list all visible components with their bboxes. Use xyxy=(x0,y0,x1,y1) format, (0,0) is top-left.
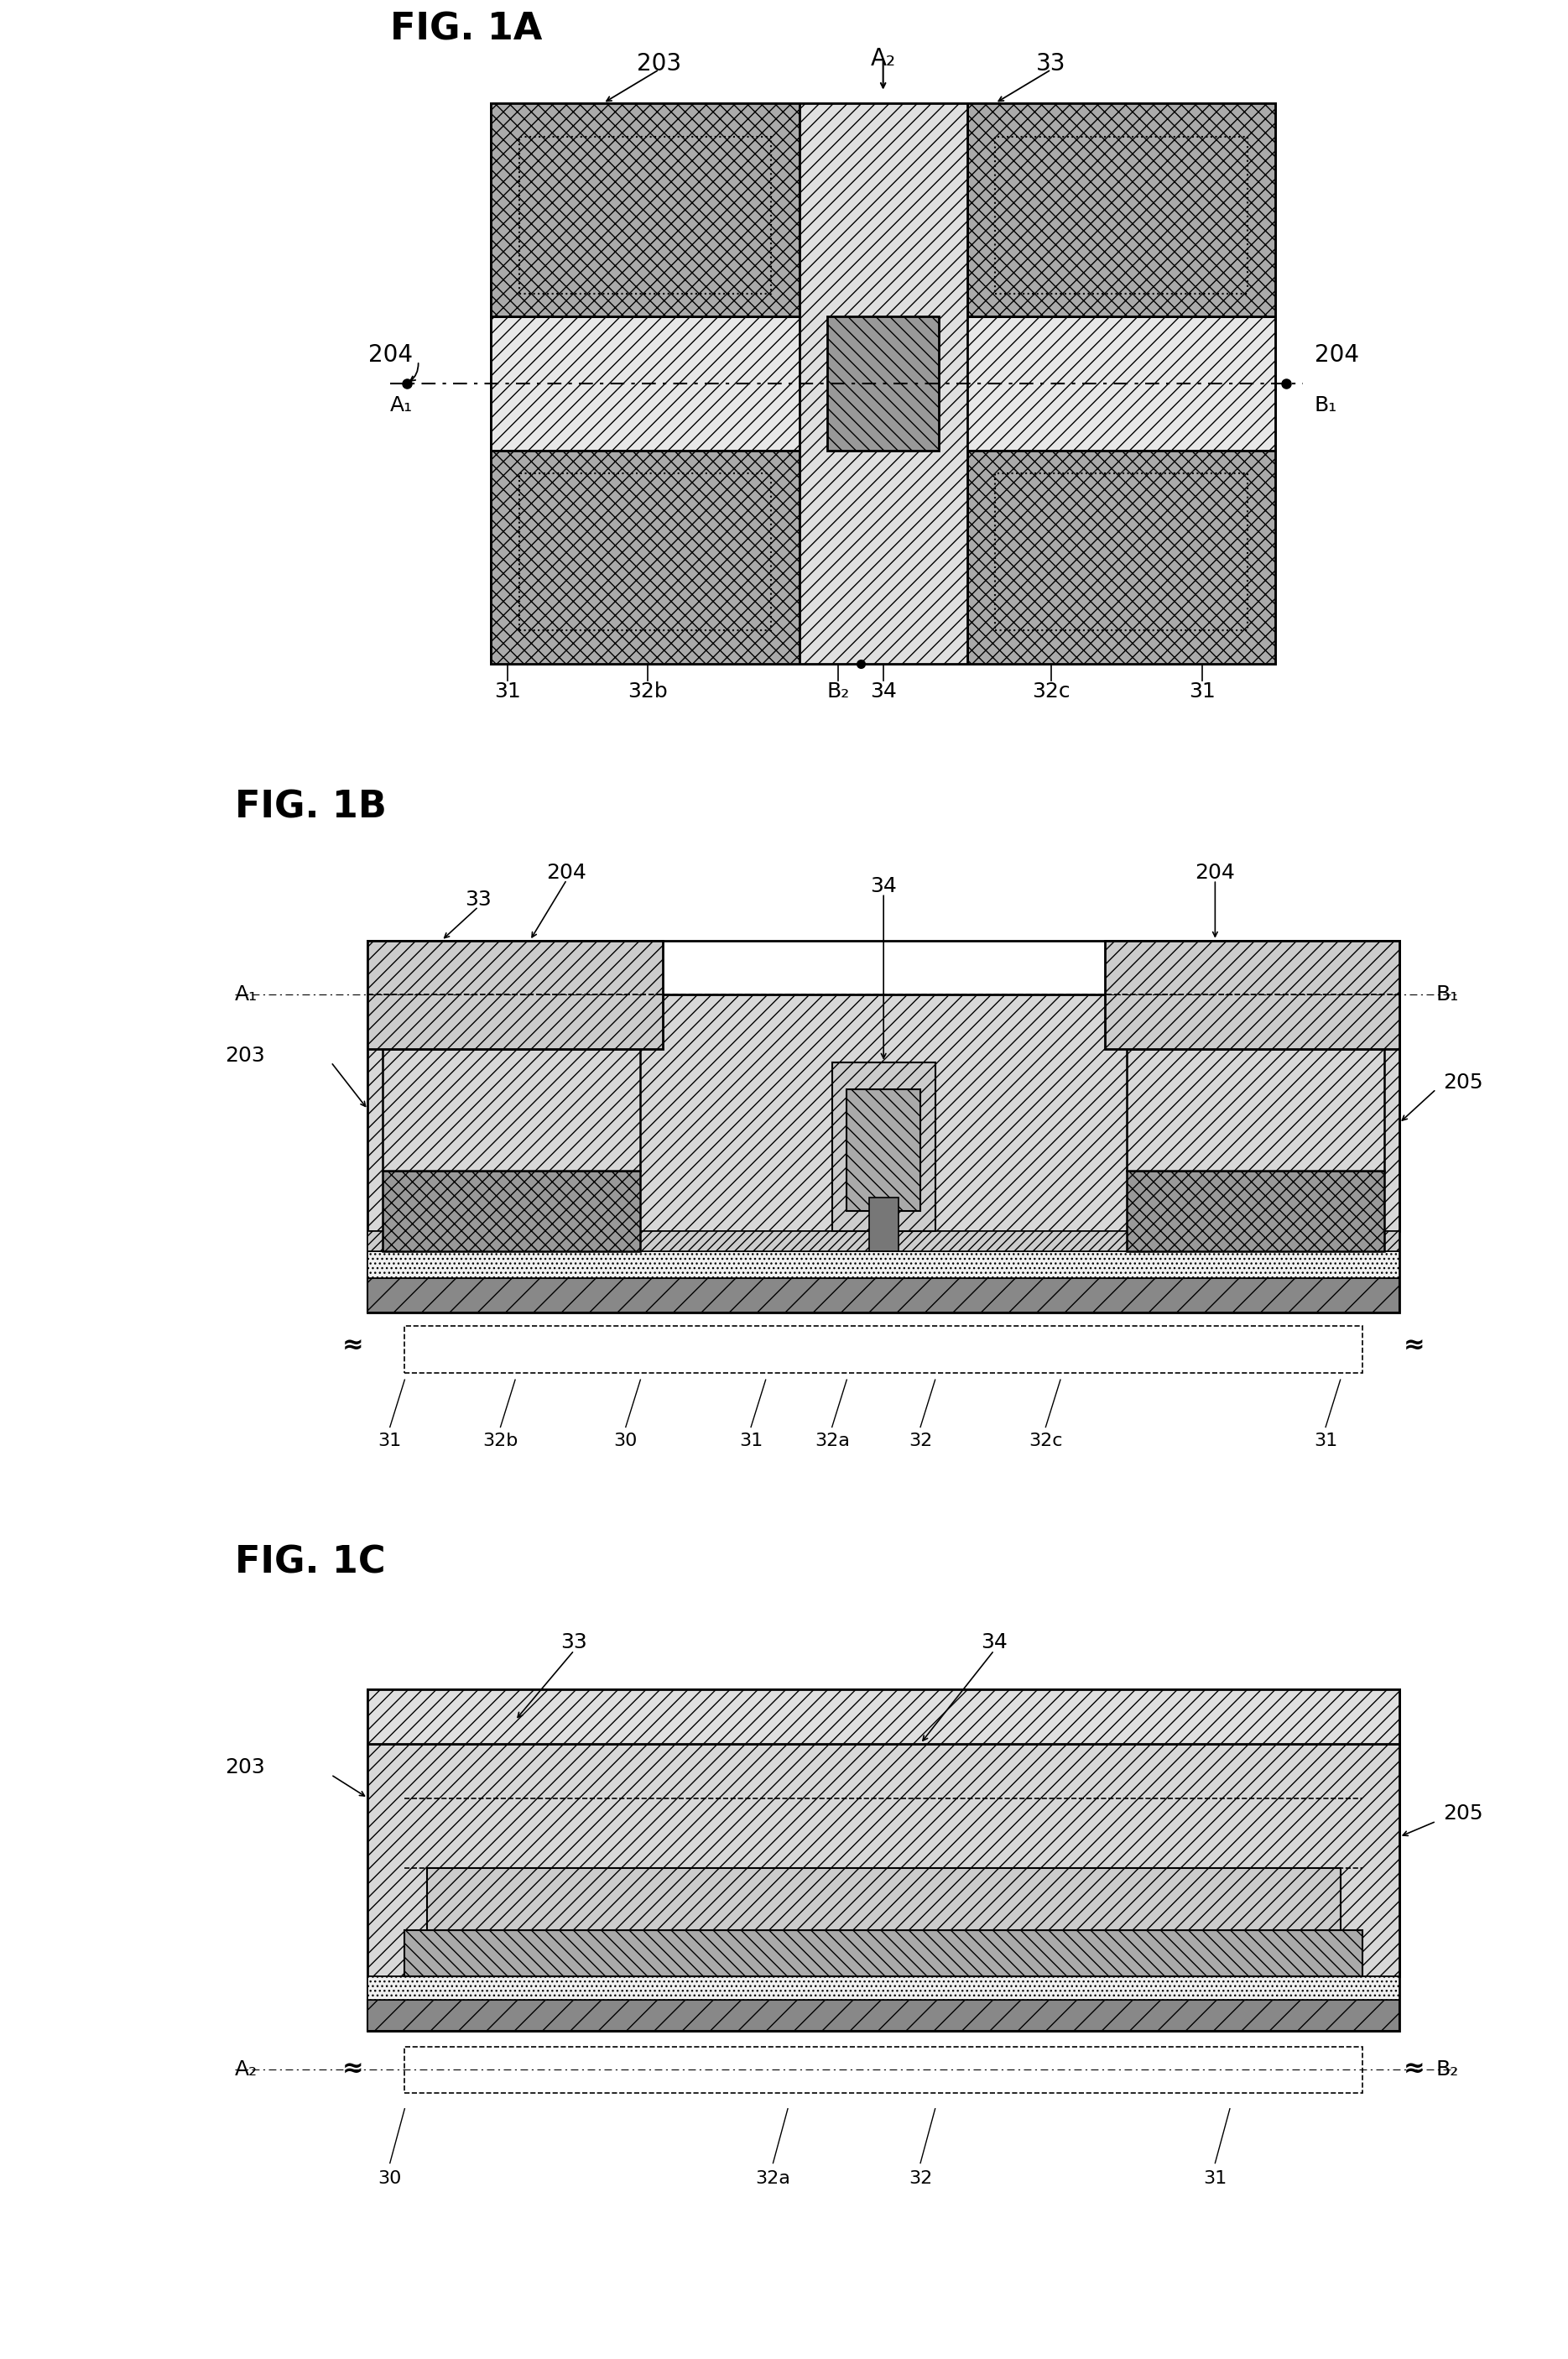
Bar xyxy=(368,2000,1399,2031)
Text: FIG. 1C: FIG. 1C xyxy=(235,1545,386,1581)
Text: 32a: 32a xyxy=(814,1432,850,1448)
Text: 204: 204 xyxy=(1314,344,1359,368)
Text: ≈: ≈ xyxy=(1403,1333,1425,1359)
Bar xyxy=(800,104,967,663)
Bar xyxy=(967,451,1275,663)
Bar xyxy=(368,941,663,1050)
Bar xyxy=(368,941,1399,1312)
Bar xyxy=(1127,1170,1385,1250)
Text: 30: 30 xyxy=(613,1432,638,1448)
Bar xyxy=(519,137,771,295)
Bar xyxy=(383,1170,640,1250)
Bar xyxy=(996,474,1247,630)
Bar xyxy=(405,1930,1363,1977)
Text: 34: 34 xyxy=(870,682,897,701)
Text: FIG. 1B: FIG. 1B xyxy=(235,790,387,826)
Text: 32b: 32b xyxy=(483,1432,517,1448)
Text: A₂: A₂ xyxy=(870,47,895,71)
Bar xyxy=(847,1090,920,1210)
Text: 31: 31 xyxy=(1314,1432,1338,1448)
Text: 32b: 32b xyxy=(627,682,668,701)
Text: 204: 204 xyxy=(547,863,586,882)
Text: ≈: ≈ xyxy=(342,1333,364,1359)
Bar xyxy=(967,104,1275,316)
Text: 33: 33 xyxy=(1036,52,1066,75)
Bar xyxy=(519,474,771,630)
Text: 204: 204 xyxy=(1195,863,1236,882)
Bar xyxy=(368,1977,1399,2000)
Text: B₂: B₂ xyxy=(1436,2059,1458,2081)
Bar xyxy=(368,1743,1399,1977)
Text: A₁: A₁ xyxy=(390,396,412,415)
Bar xyxy=(383,1050,640,1170)
Bar xyxy=(491,104,800,316)
Bar xyxy=(491,104,1275,663)
Bar xyxy=(368,1689,1399,2031)
Text: A₂: A₂ xyxy=(235,2059,257,2081)
Bar xyxy=(1104,941,1399,1050)
Text: 34: 34 xyxy=(980,1632,1008,1654)
Text: 34: 34 xyxy=(870,878,897,896)
Bar xyxy=(405,1326,1363,1373)
Bar xyxy=(368,1231,1399,1250)
Text: FIG. 1A: FIG. 1A xyxy=(390,12,543,47)
Bar xyxy=(368,1250,1399,1279)
Text: 32c: 32c xyxy=(1029,1432,1063,1448)
Text: 31: 31 xyxy=(494,682,521,701)
Text: 31: 31 xyxy=(1189,682,1215,701)
Text: 32a: 32a xyxy=(756,2170,790,2187)
Bar xyxy=(996,137,1247,295)
Text: A₁: A₁ xyxy=(235,984,257,1005)
Text: 203: 203 xyxy=(224,1045,265,1066)
Text: 205: 205 xyxy=(1444,1073,1483,1092)
Text: 31: 31 xyxy=(1203,2170,1226,2187)
Bar xyxy=(405,2048,1363,2092)
Text: ≈: ≈ xyxy=(1403,2057,1425,2083)
Text: 33: 33 xyxy=(466,889,492,911)
Text: 32: 32 xyxy=(908,2170,933,2187)
Bar xyxy=(368,995,1399,1231)
Bar xyxy=(833,1062,935,1231)
Text: B₁: B₁ xyxy=(1314,396,1338,415)
Text: ≈: ≈ xyxy=(342,2057,364,2083)
Text: 203: 203 xyxy=(637,52,682,75)
Text: 203: 203 xyxy=(224,1757,265,1776)
Text: 32: 32 xyxy=(908,1432,933,1448)
Text: B₁: B₁ xyxy=(1436,984,1458,1005)
Bar xyxy=(1127,1050,1385,1170)
Bar xyxy=(491,451,800,663)
Text: 30: 30 xyxy=(378,2170,401,2187)
Text: 31: 31 xyxy=(739,1432,762,1448)
Text: B₂: B₂ xyxy=(826,682,850,701)
Bar xyxy=(826,316,939,451)
Text: 31: 31 xyxy=(378,1432,401,1448)
Bar xyxy=(491,316,1275,451)
Text: 204: 204 xyxy=(368,344,412,368)
Bar xyxy=(426,1868,1341,1930)
Bar xyxy=(368,1279,1399,1312)
Text: 32c: 32c xyxy=(1032,682,1071,701)
Text: 33: 33 xyxy=(561,1632,588,1654)
Text: 205: 205 xyxy=(1444,1805,1483,1824)
Bar xyxy=(869,1198,898,1250)
Bar xyxy=(368,1689,1399,1743)
